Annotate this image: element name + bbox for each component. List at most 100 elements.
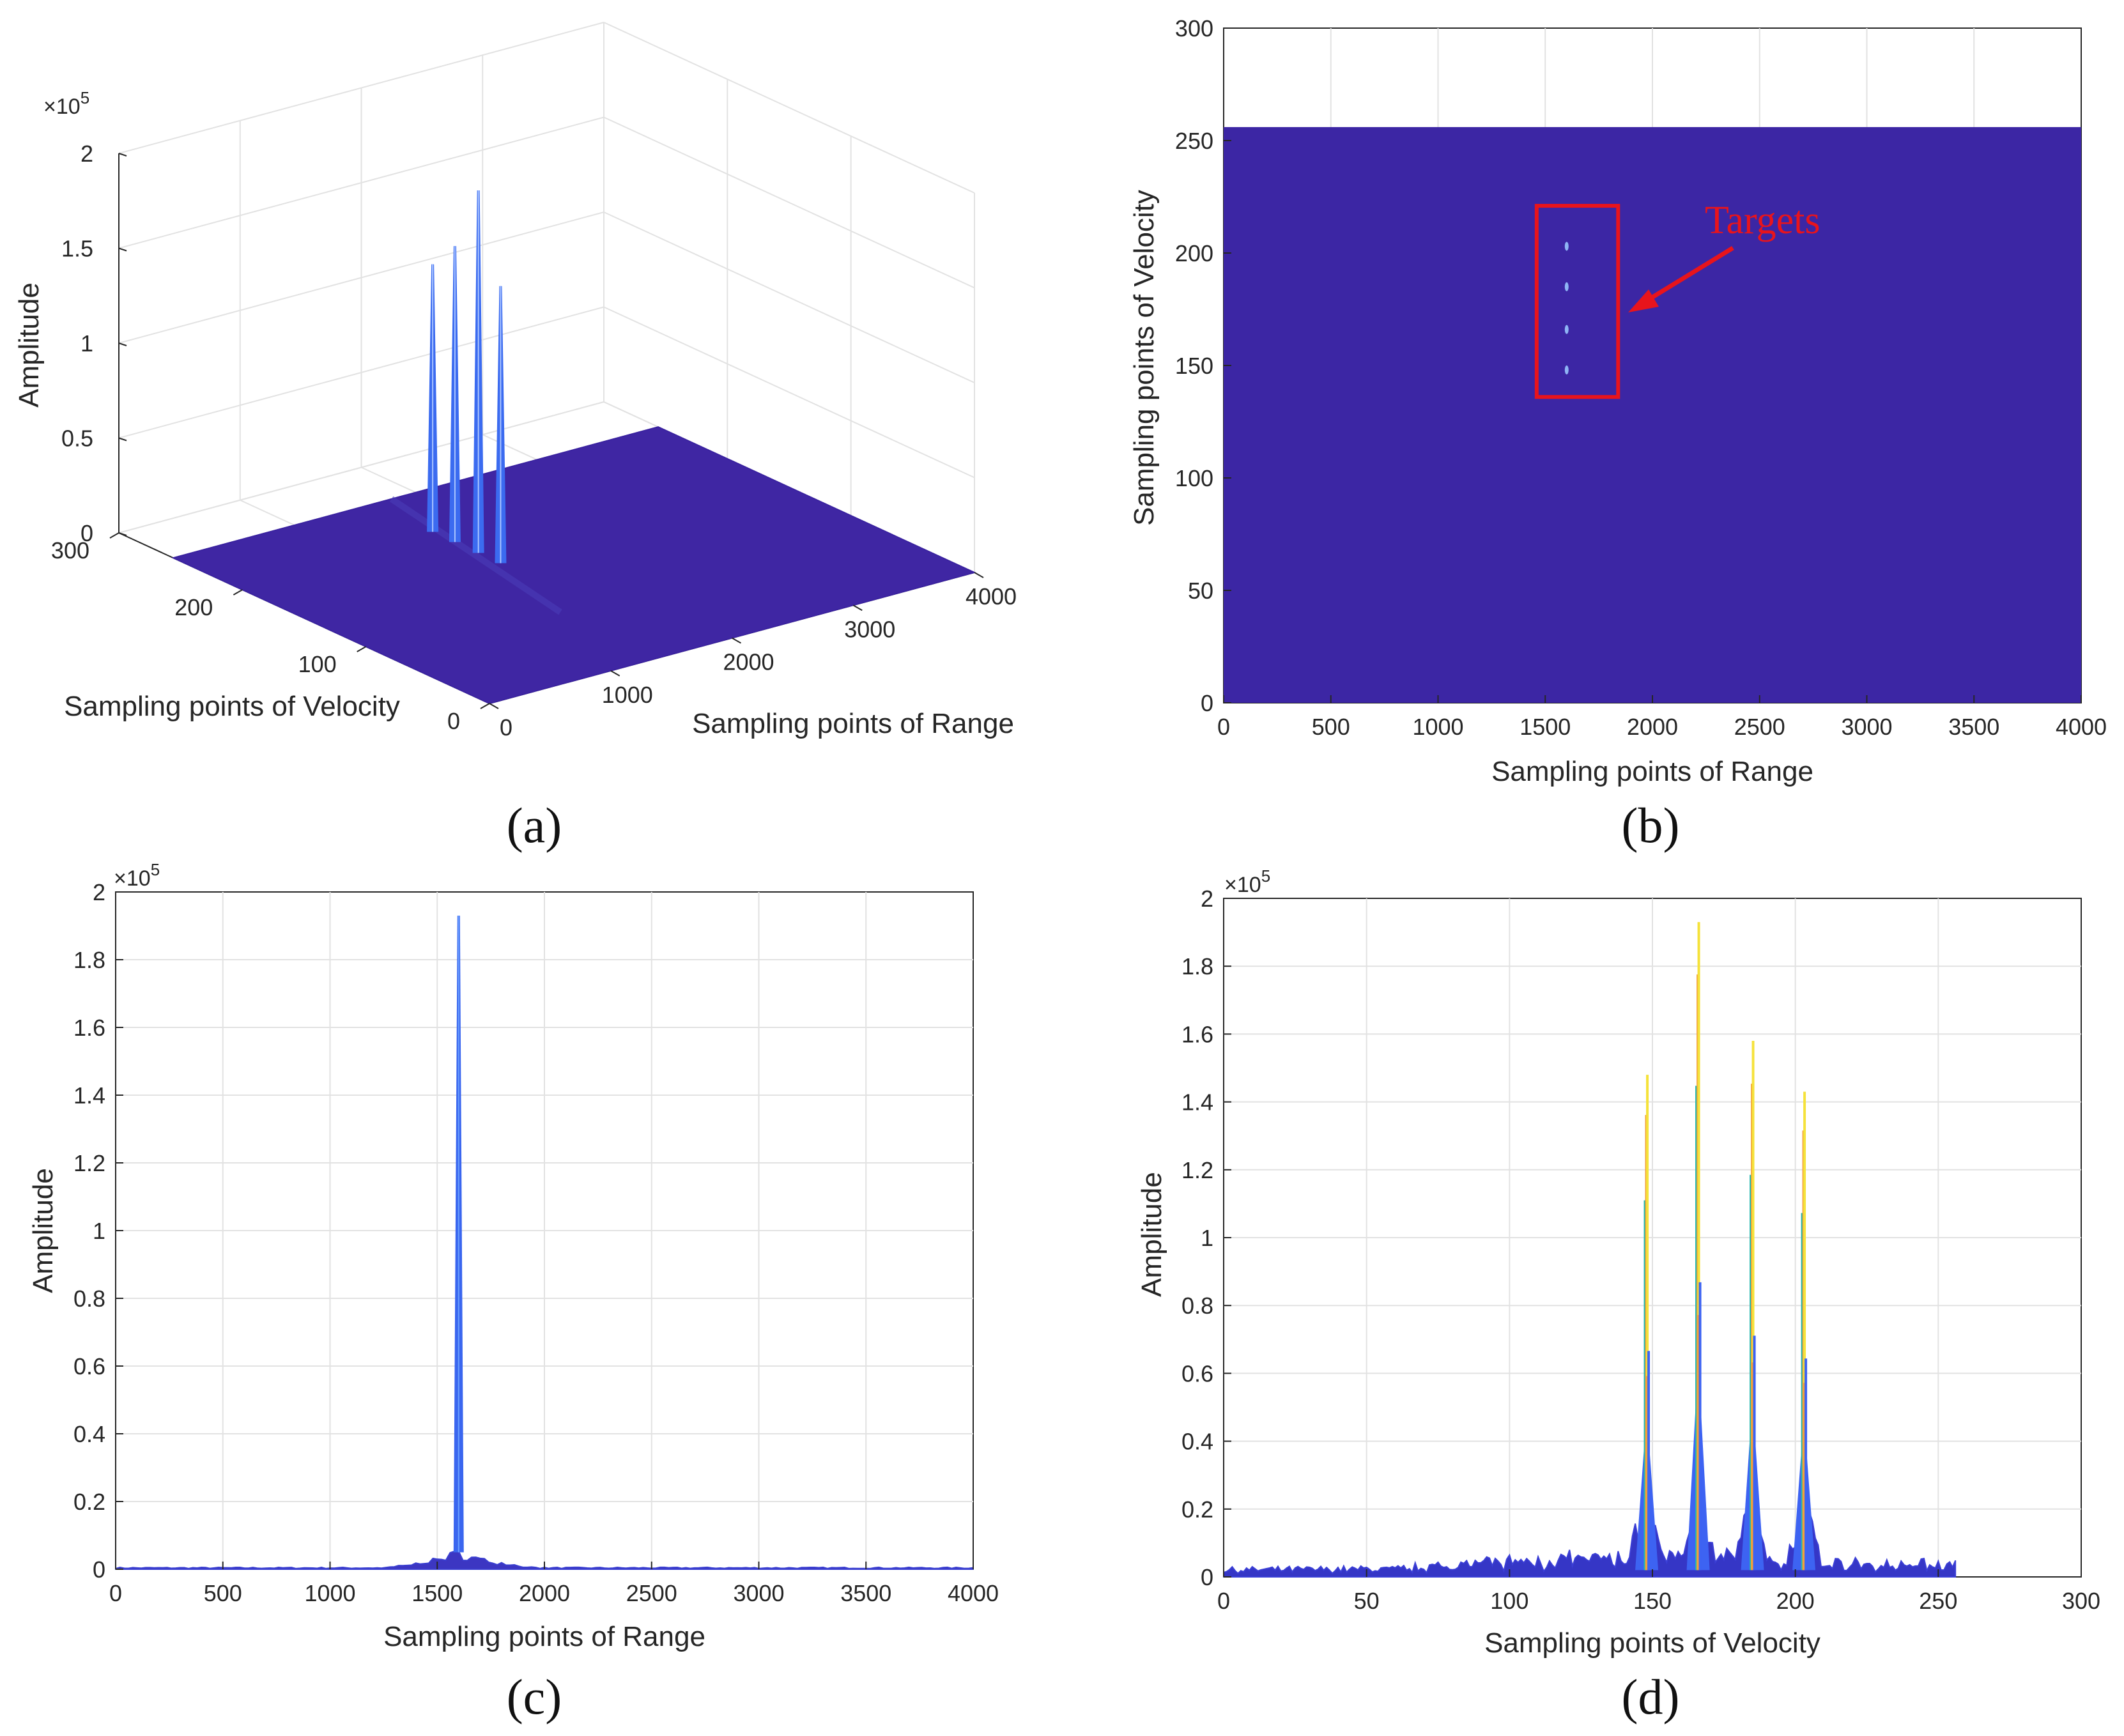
c-ylabel: Amplitude (27, 1168, 59, 1293)
d-xtick-label: 100 (1490, 1588, 1528, 1614)
d-xtick-label: 0 (1217, 1588, 1230, 1614)
a-ztick-label: 2 (81, 141, 93, 167)
b-target-box (1534, 204, 1620, 399)
a-xtick-label: 0 (500, 714, 512, 741)
d-ytick-label: 0.4 (1181, 1429, 1213, 1455)
panel-b: Targets 0 500 1000 1500 2000 2500 3000 3500 4000… (1128, 15, 2107, 853)
a-wall-grid (118, 401, 604, 534)
b-target-point (1564, 325, 1569, 334)
c-xtick-label: 1500 (412, 1580, 463, 1606)
c-ytick-label: 0.6 (73, 1353, 105, 1379)
c-plot (115, 916, 974, 1570)
a-xtick-mark (852, 604, 863, 611)
c-xtick-label: 4000 (948, 1580, 999, 1606)
a-ztick-label: 0 (81, 520, 93, 546)
d-grid (1224, 898, 2081, 1577)
b-xtick-label: 2500 (1734, 714, 1785, 740)
d-exponent: ×105 (1224, 866, 1270, 897)
a-zlabel: Amplitude (13, 282, 45, 408)
panel-d: 0 50 100 150 200 250 300 0 0.2 0.4 0.6 0.8 1 1.2 1.4 1.… (1136, 866, 2100, 1724)
d-ytick-label: 0.2 (1181, 1496, 1213, 1523)
a-xtick-mark (974, 572, 984, 578)
b-ytick-label: 150 (1175, 353, 1213, 379)
d-ytick-label: 1.8 (1181, 953, 1213, 979)
b-xtick-label: 1000 (1412, 714, 1463, 740)
c-xtick-label: 3000 (733, 1580, 784, 1606)
a-surface (171, 426, 976, 705)
d-xtick-label: 300 (2062, 1588, 2100, 1614)
a-ztick-mark (118, 247, 127, 252)
c-exponent: ×105 (114, 860, 160, 891)
b-ticks: 0 500 1000 1500 2000 2500 3000 3500 4000 0 50 100 15… (1175, 15, 2107, 740)
a-xtick-mark (732, 637, 741, 644)
c-ytick-label: 1.8 (73, 947, 105, 973)
b-ytick-label: 50 (1188, 578, 1213, 604)
b-ytick-label: 250 (1175, 128, 1213, 154)
a-wall-grid (118, 116, 604, 249)
a-ztick-mark (118, 342, 127, 346)
a-ztick-label: 0.5 (61, 426, 93, 452)
a-ytick-mark (233, 589, 243, 595)
c-ytick-label: 0.2 (73, 1489, 105, 1515)
d-ytick-label: 0.6 (1181, 1360, 1213, 1386)
c-ytick-label: 1.4 (73, 1082, 105, 1109)
c-ytick-label: 0.8 (73, 1286, 105, 1312)
c-grid (116, 892, 973, 1569)
c-xtick-label: 0 (109, 1580, 122, 1606)
a-ztick-mark (118, 532, 127, 536)
b-target-point (1564, 365, 1569, 375)
c-xlabel: Sampling points of Range (383, 1621, 705, 1652)
d-ytick-label: 1.6 (1181, 1021, 1213, 1047)
b-xtick-label: 3000 (1841, 714, 1892, 740)
a-wall-grid (118, 306, 604, 439)
a-ylabel: Sampling points of Velocity (64, 691, 400, 722)
a-xtick-mark (489, 703, 499, 709)
a-surface-ridge (389, 496, 562, 615)
d-plot (1223, 922, 1957, 1578)
d-xtick-label: 50 (1354, 1588, 1380, 1614)
b-annotation-label: Targets (1705, 199, 1820, 242)
d-ylabel: Amplitude (1136, 1172, 1167, 1297)
a-xtick-label: 3000 (844, 616, 895, 642)
b-caption: (b) (1622, 797, 1680, 853)
b-xtick-label: 1500 (1520, 714, 1571, 740)
a-ytick-label: 200 (174, 594, 213, 620)
c-caption: (c) (507, 1669, 562, 1724)
c-ytick-label: 0.4 (73, 1421, 105, 1447)
b-ylabel: Sampling points of Velocity (1128, 190, 1160, 526)
c-xtick-label: 2500 (626, 1580, 677, 1606)
a-ytick-mark (480, 703, 490, 709)
c-xtick-label: 1000 (304, 1580, 355, 1606)
a-ytick-mark (357, 646, 367, 652)
panel-c: 0 500 1000 1500 2000 2500 3000 3500 4000 0 0.2 0.4 0… (27, 860, 999, 1724)
b-ytick-label: 100 (1175, 465, 1213, 491)
c-ytick-label: 0 (93, 1556, 105, 1583)
a-exponent: ×105 (43, 88, 89, 119)
a-wall-grid (118, 211, 604, 344)
b-xtick-label: 0 (1217, 714, 1230, 740)
a-ztick-label: 1 (81, 330, 93, 357)
a-ytick-label: 100 (298, 651, 337, 677)
a-wall-grid (603, 116, 975, 289)
c-ytick-label: 1 (93, 1218, 105, 1244)
b-xlabel: Sampling points of Range (1491, 756, 1813, 787)
a-ztick-label: 1.5 (61, 236, 93, 262)
d-ytick-label: 0 (1201, 1564, 1213, 1590)
c-ytick-label: 1.6 (73, 1015, 105, 1041)
b-annotation-arrow (1638, 246, 1734, 307)
b-targets (1564, 242, 1569, 375)
d-caption: (d) (1622, 1669, 1680, 1724)
a-caption: (a) (507, 797, 562, 853)
b-xtick-label: 500 (1312, 714, 1350, 740)
b-ytick-label: 0 (1201, 690, 1213, 716)
d-xtick-label: 150 (1633, 1588, 1672, 1614)
b-target-point (1564, 242, 1569, 251)
a-ytick-mark (109, 532, 119, 539)
d-ytick-label: 1.2 (1181, 1157, 1213, 1183)
c-xtick-label: 2000 (519, 1580, 570, 1606)
c-xtick-label: 3500 (840, 1580, 891, 1606)
a-ytick-label: 300 (51, 537, 89, 564)
d-ytick-label: 1.4 (1181, 1089, 1213, 1116)
a-ytick-label: 0 (447, 708, 460, 734)
a-wall-grid (118, 22, 604, 154)
